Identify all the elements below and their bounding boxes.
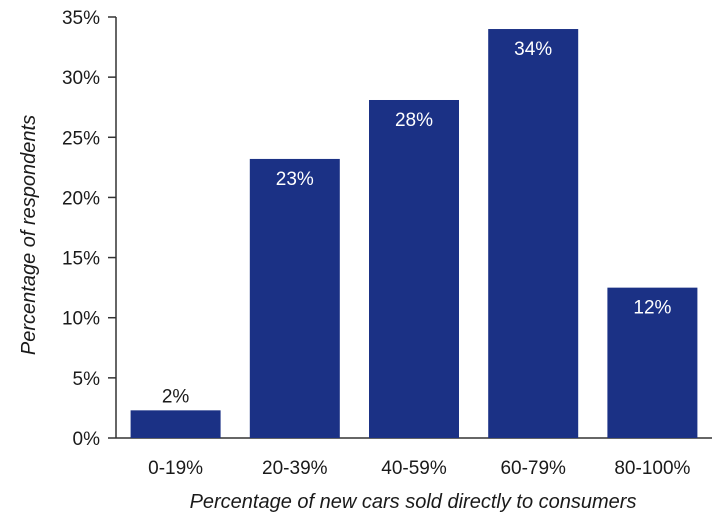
y-tick-label: 5% <box>73 369 101 390</box>
data-label: 28% <box>395 110 433 131</box>
y-tick-label: 10% <box>62 309 100 330</box>
data-labels: 2% 23% 28% 34% 12% <box>162 39 672 407</box>
x-tick-label: 0-19% <box>148 458 203 479</box>
y-tick-label: 30% <box>62 68 100 89</box>
bar <box>249 158 340 439</box>
y-tick-label: 25% <box>62 128 100 149</box>
y-tick-label: 0% <box>73 429 101 450</box>
data-label: 12% <box>633 298 671 319</box>
y-axis: 0% 5% 10% 15% 20% 25% 30% 35% <box>62 8 117 450</box>
bar <box>369 99 459 439</box>
x-axis-title: Percentage of new cars sold directly to … <box>190 491 637 513</box>
x-tick-label: 40-59% <box>381 458 447 479</box>
bar <box>130 410 221 438</box>
data-label: 23% <box>276 169 314 190</box>
bars <box>130 29 698 439</box>
data-label: 34% <box>514 39 552 60</box>
y-tick-label: 15% <box>62 249 100 270</box>
y-tick-label: 20% <box>62 188 100 209</box>
bar <box>488 29 579 439</box>
data-label: 2% <box>162 386 190 407</box>
y-tick-label: 35% <box>62 8 100 29</box>
x-axis: 0-19% 20-39% 40-59% 60-79% 80-100% <box>116 437 712 479</box>
x-tick-label: 60-79% <box>500 458 566 479</box>
bar <box>607 287 698 438</box>
y-axis-title: Percentage of respondents <box>18 115 40 355</box>
x-tick-label: 80-100% <box>614 458 690 479</box>
x-tick-label: 20-39% <box>262 458 328 479</box>
